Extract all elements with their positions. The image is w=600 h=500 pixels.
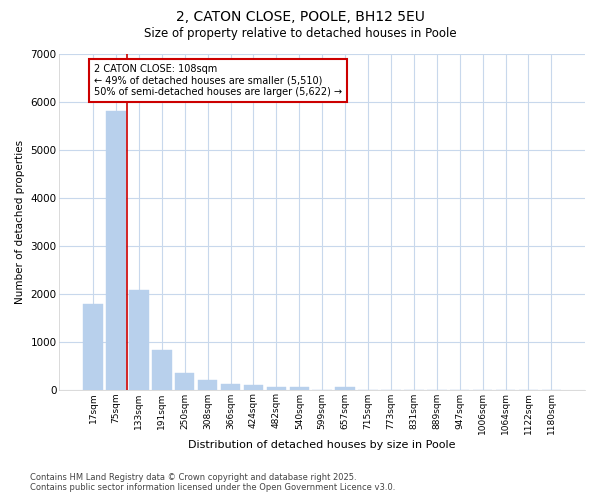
Bar [106, 110, 126, 390]
Bar [335, 386, 355, 390]
Text: 2, CATON CLOSE, POOLE, BH12 5EU: 2, CATON CLOSE, POOLE, BH12 5EU [176, 10, 424, 24]
Y-axis label: Number of detached properties: Number of detached properties [15, 140, 25, 304]
Bar [221, 384, 241, 390]
Bar [152, 350, 172, 390]
Bar [244, 385, 263, 390]
Bar [175, 373, 194, 390]
Bar [198, 380, 217, 390]
X-axis label: Distribution of detached houses by size in Poole: Distribution of detached houses by size … [188, 440, 456, 450]
Bar [266, 386, 286, 390]
Bar [290, 386, 309, 390]
Text: Contains HM Land Registry data © Crown copyright and database right 2025.
Contai: Contains HM Land Registry data © Crown c… [30, 473, 395, 492]
Bar [129, 290, 149, 390]
Text: 2 CATON CLOSE: 108sqm
← 49% of detached houses are smaller (5,510)
50% of semi-d: 2 CATON CLOSE: 108sqm ← 49% of detached … [94, 64, 343, 97]
Text: Size of property relative to detached houses in Poole: Size of property relative to detached ho… [143, 28, 457, 40]
Bar [83, 304, 103, 390]
